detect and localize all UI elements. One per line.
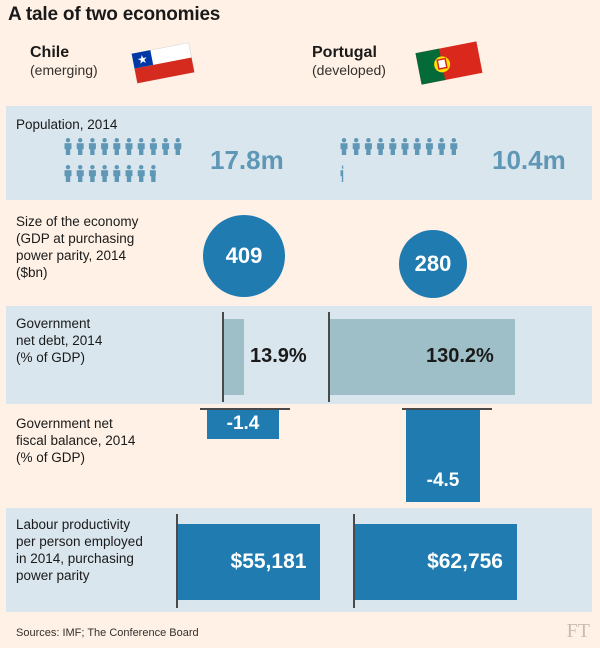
person-icon [438,138,446,155]
person-icon [101,165,109,182]
person-icon [340,165,344,182]
person-icon [137,165,145,182]
chile-productivity-axis [176,514,178,608]
chile-fiscal-bar: -1.4 [207,410,279,439]
gdp-label: Size of the economy (GDP at purchasing p… [16,213,138,281]
portugal-name: Portugal [312,44,377,61]
productivity-label-line: Labour productivity [16,517,131,532]
person-icon [64,165,72,182]
person-icon [88,138,96,155]
debt-label-line: net debt, 2014 [16,333,103,348]
person-icon [162,138,170,155]
productivity-label-line: in 2014, purchasing [16,551,134,566]
portugal-productivity-bar: $62,756 [355,524,517,600]
gdp-label-line: ($bn) [16,265,48,280]
person-icon [113,165,121,182]
chile-population-pictogram [64,138,186,192]
gdp-label-line: (GDP at purchasing [16,231,135,246]
portugal-gdp-value: 280 [414,250,452,276]
person-icon [450,138,458,155]
population-label: Population, 2014 [16,117,118,132]
fiscal-label-line: Government net [16,416,113,431]
chile-gdp-value: 409 [225,243,263,268]
portugal-fiscal-axis [402,408,492,410]
chile-name: Chile [30,44,70,61]
chile-header: Chile (emerging) [30,44,98,78]
chart-title: A tale of two economies [8,4,221,25]
person-icon [76,138,84,155]
person-icon [149,165,156,182]
productivity-label-line: per person employed [16,534,143,549]
fiscal-label-line: fiscal balance, 2014 [16,433,136,448]
person-icon [413,138,421,155]
chile-sub: (emerging) [30,62,98,78]
portugal-flag [415,41,483,85]
person-icon [125,165,133,182]
chile-flag [131,42,195,84]
person-icon [88,165,96,182]
sources-note: Sources: IMF; The Conference Board [16,627,199,639]
fiscal-label-line: (% of GDP) [16,450,86,465]
portugal-pictogram-svg [340,138,458,182]
person-icon [352,138,360,155]
person-icon [389,138,397,155]
fiscal-label: Government net fiscal balance, 2014 (% o… [16,415,135,466]
person-icon [401,138,409,155]
chile-pictogram-svg [64,138,182,182]
person-icon [425,138,433,155]
debt-label-line: Government [16,316,91,331]
ft-logo: FT [566,620,590,642]
productivity-label: Labour productivity per person employed … [16,516,143,584]
debt-label-line: (% of GDP) [16,350,86,365]
portugal-debt-axis [328,312,330,402]
chile-fiscal-value: -1.4 [226,413,260,435]
portugal-sub: (developed) [312,62,386,78]
productivity-label-line: power parity [16,568,90,583]
person-icon [364,138,372,155]
person-icon [101,138,109,155]
portugal-population-value: 10.4m [492,145,566,175]
portugal-population-pictogram [340,138,462,192]
gdp-label-line: power parity, 2014 [16,248,127,263]
portugal-productivity-axis [353,514,355,608]
person-icon [149,138,157,155]
chile-debt-axis [222,312,224,402]
debt-label: Government net debt, 2014 (% of GDP) [16,315,102,366]
portugal-fiscal-value: -4.5 [426,470,460,491]
portugal-productivity-value: $62,756 [427,550,503,573]
chile-gdp-bubble: 409 [203,215,285,297]
chile-population-value: 17.8m [210,145,284,175]
person-icon [113,138,121,155]
portugal-debt-value: 130.2% [426,345,494,367]
person-icon [340,138,348,155]
portugal-fiscal-bar: -4.5 [406,410,480,502]
person-icon [137,138,145,155]
gdp-label-line: Size of the economy [16,214,139,229]
chile-productivity-value: $55,181 [230,550,307,573]
person-icon [64,138,72,155]
portugal-header: Portugal (developed) [312,44,386,78]
person-icon [125,138,133,155]
chile-debt-value: 13.9% [250,345,307,367]
chile-productivity-bar: $55,181 [178,524,321,600]
chile-debt-bar [224,319,244,395]
portugal-gdp-bubble: 280 [399,230,467,298]
person-icon [377,138,385,155]
chile-fiscal-axis [200,408,290,410]
person-icon [174,138,182,155]
portugal-debt-bar [330,319,515,395]
person-icon [76,165,84,182]
